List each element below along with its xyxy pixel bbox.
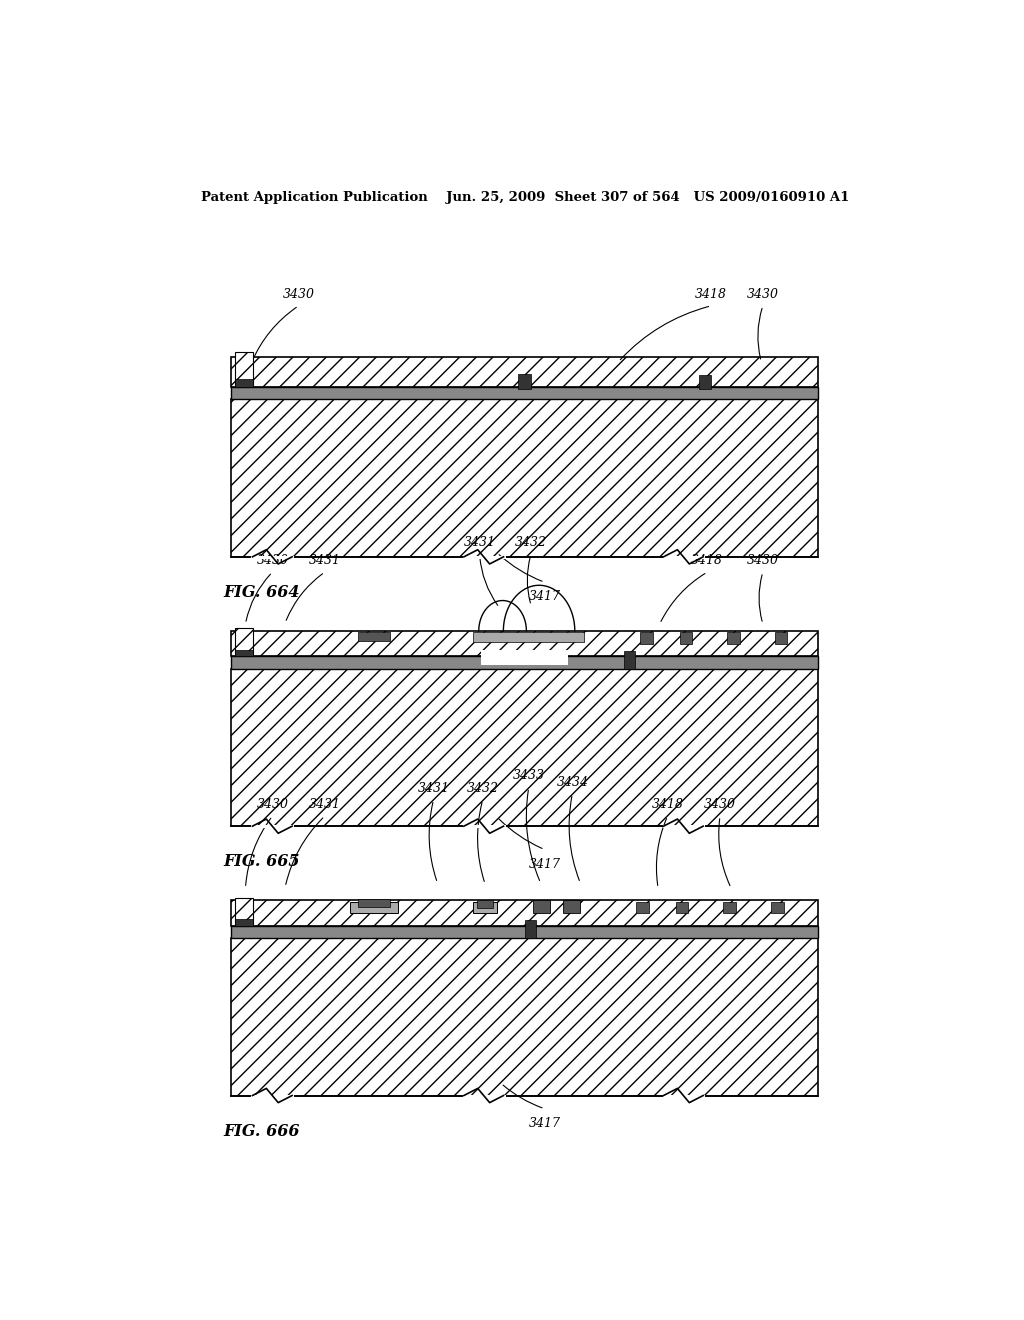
Text: 3431: 3431 (418, 781, 450, 795)
Bar (231, 399, 818, 557)
Bar (775, 632, 787, 644)
Bar (680, 632, 692, 644)
Text: 3418: 3418 (695, 288, 727, 301)
Bar (624, 651, 635, 669)
Text: FIG. 666: FIG. 666 (223, 1122, 300, 1139)
Text: 3432: 3432 (515, 536, 547, 549)
Bar (473, 902, 497, 913)
Bar (636, 902, 648, 913)
Bar (236, 352, 253, 387)
Bar (699, 375, 711, 389)
Bar (358, 632, 390, 642)
Text: 3417: 3417 (528, 1117, 561, 1130)
Text: 3432: 3432 (467, 781, 499, 795)
Text: FIG. 665: FIG. 665 (223, 853, 300, 870)
Bar (231, 669, 818, 826)
Text: 3433: 3433 (513, 770, 545, 783)
Text: 3430: 3430 (256, 554, 289, 568)
Bar (524, 920, 536, 939)
Text: 3430: 3430 (283, 288, 314, 301)
Bar (231, 656, 818, 669)
Text: 3418: 3418 (691, 554, 723, 568)
Text: 3418: 3418 (651, 797, 684, 810)
Bar (236, 649, 253, 656)
Bar (358, 899, 390, 907)
Text: FIG. 664: FIG. 664 (223, 583, 300, 601)
Bar (481, 649, 568, 665)
Bar (723, 902, 736, 913)
Bar (231, 925, 818, 939)
Bar (518, 374, 531, 389)
Bar (236, 920, 253, 925)
Text: 3430: 3430 (746, 554, 779, 568)
Bar (771, 902, 783, 913)
Bar (350, 902, 397, 913)
Bar (532, 900, 550, 913)
Bar (236, 898, 253, 925)
Text: 3430: 3430 (705, 797, 736, 810)
Text: Patent Application Publication    Jun. 25, 2009  Sheet 307 of 564   US 2009/0160: Patent Application Publication Jun. 25, … (201, 190, 849, 203)
Bar (676, 902, 688, 913)
Text: 3430: 3430 (256, 797, 289, 810)
Bar (236, 379, 253, 387)
Bar (727, 632, 740, 644)
Text: 3417: 3417 (528, 590, 561, 603)
Text: 3431: 3431 (309, 554, 341, 568)
Text: 3434: 3434 (556, 776, 589, 788)
Bar (231, 387, 818, 399)
Bar (231, 356, 818, 387)
Bar (563, 900, 581, 913)
Bar (231, 631, 818, 656)
Text: 3431: 3431 (309, 797, 341, 810)
Bar (231, 939, 818, 1096)
Text: 3417: 3417 (528, 858, 561, 871)
Bar (236, 628, 253, 656)
Bar (477, 900, 494, 908)
Bar (231, 900, 818, 925)
Text: 3431: 3431 (464, 536, 496, 549)
Bar (473, 632, 585, 643)
Bar (640, 632, 652, 644)
Text: 3430: 3430 (746, 288, 779, 301)
